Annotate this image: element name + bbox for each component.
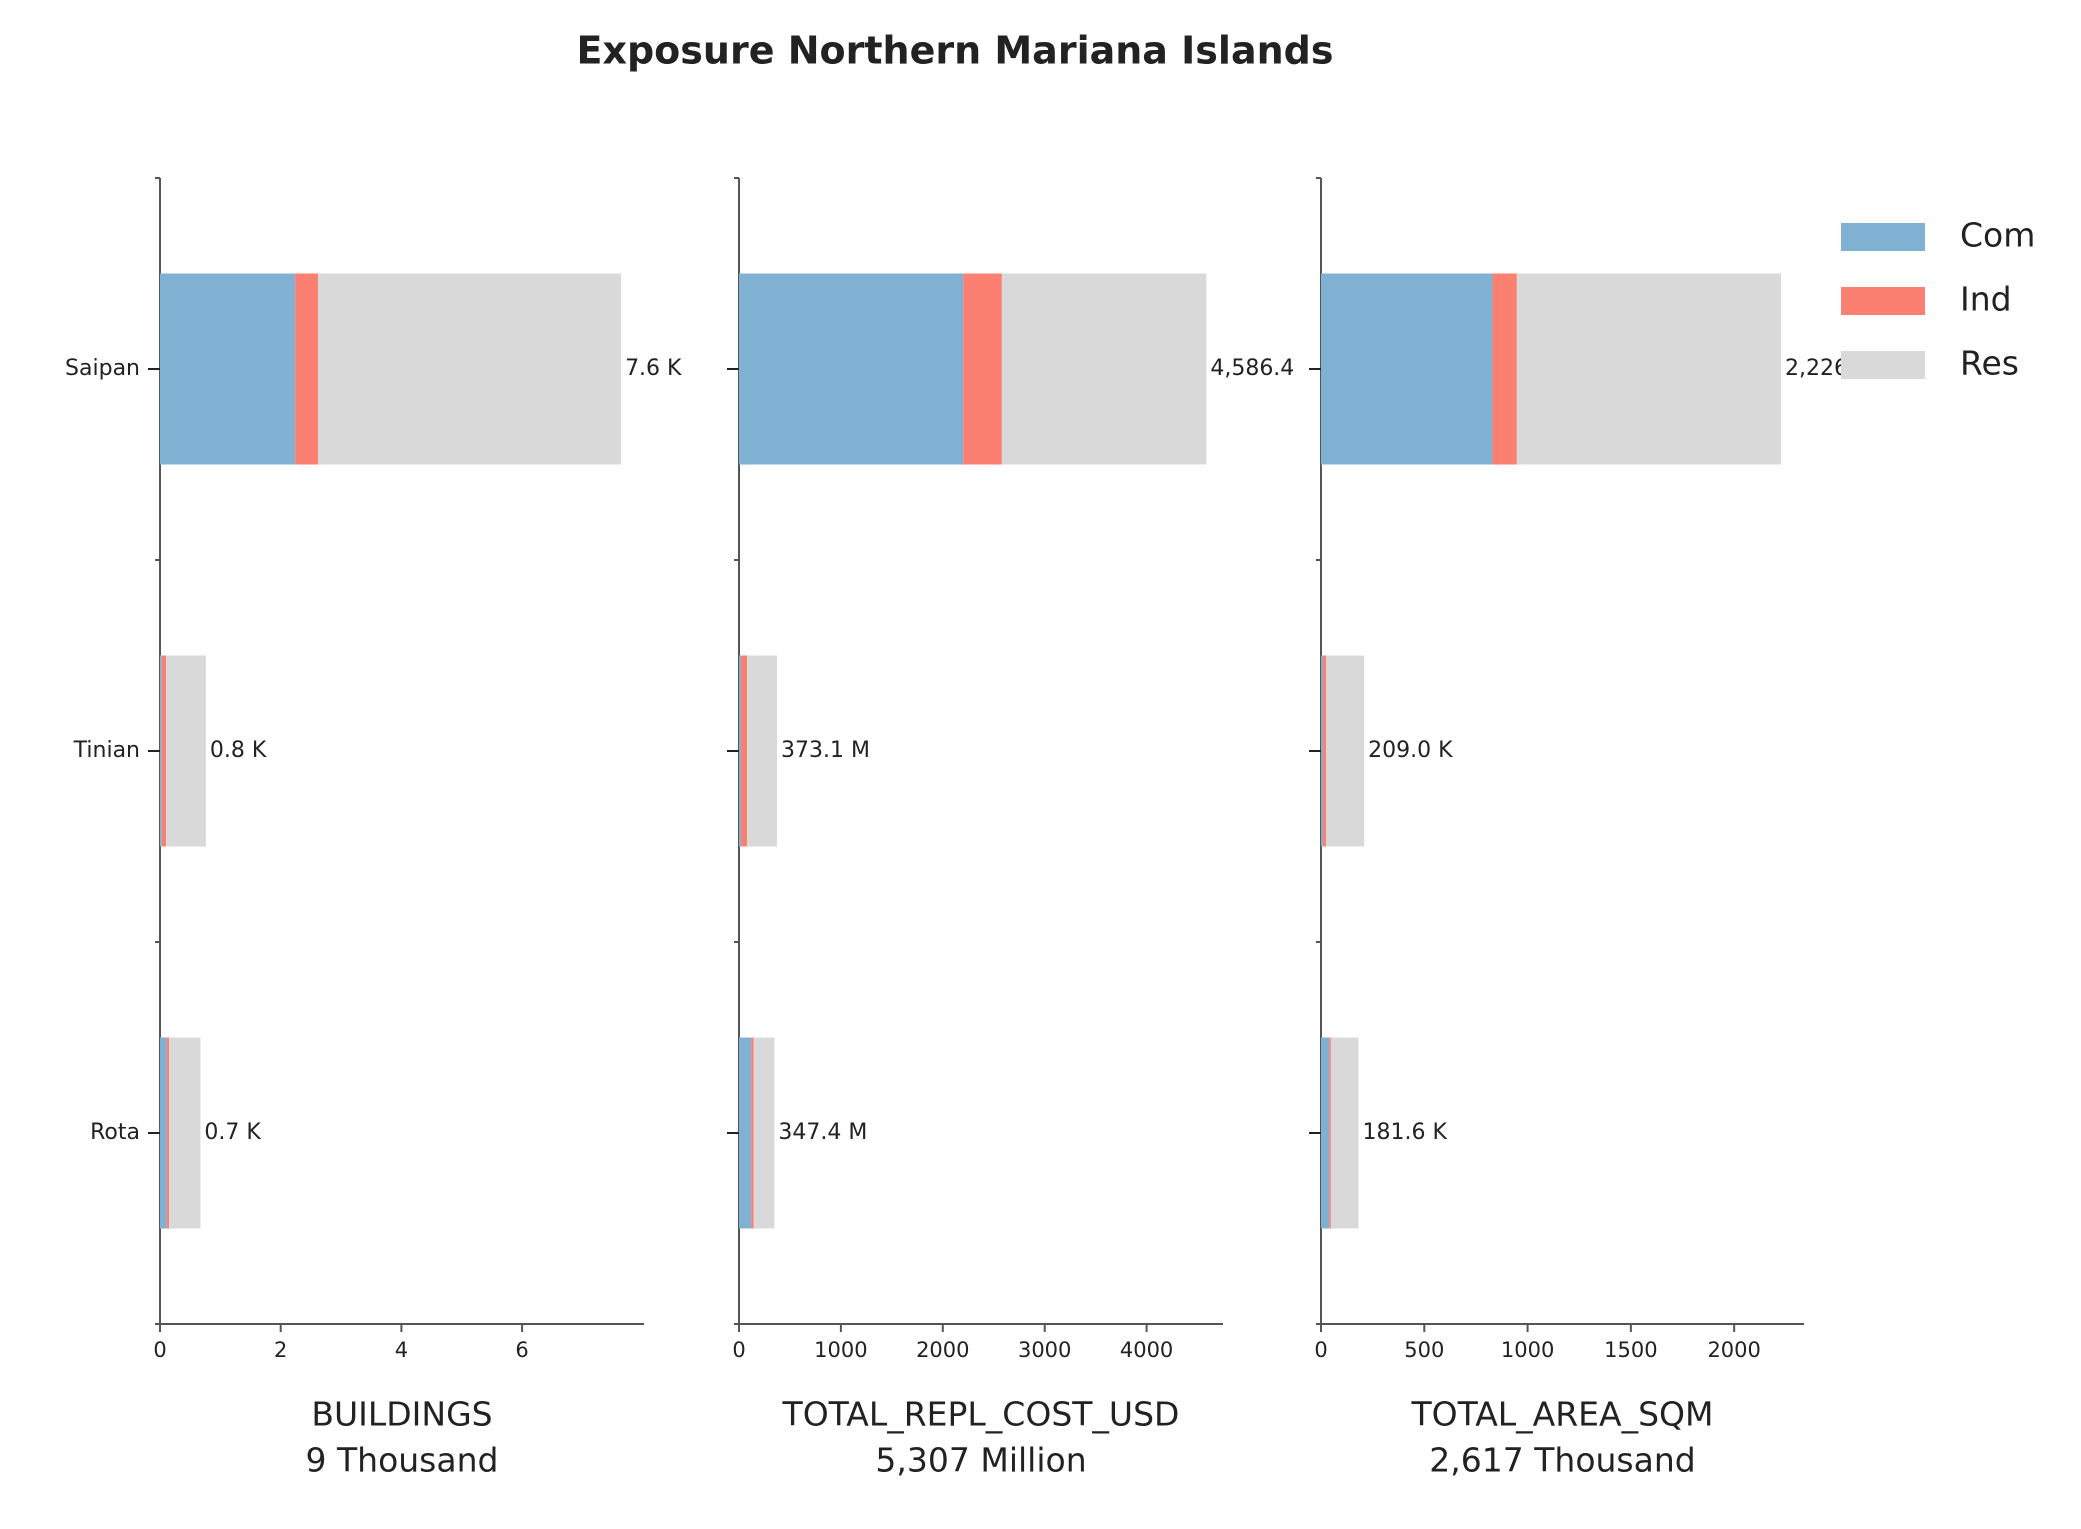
x-tick-label: 2000	[1707, 1338, 1760, 1362]
x-tick-label: 500	[1404, 1338, 1444, 1362]
legend-swatch	[1841, 287, 1925, 315]
bar-segment	[1492, 273, 1517, 465]
x-tick-label: 2000	[916, 1338, 969, 1362]
value-label: 0.7 K	[204, 1120, 261, 1145]
bar-segment	[1321, 273, 1493, 465]
bar-segment	[751, 1037, 754, 1229]
chart-title: Exposure Northern Mariana Islands	[577, 29, 1334, 73]
value-label: 209.0 K	[1368, 738, 1453, 763]
bar-segment	[739, 273, 964, 465]
legend-label: Res	[1960, 344, 2019, 383]
value-label: 347.4 M	[778, 1120, 867, 1145]
bar-segment	[160, 1037, 167, 1229]
bar-segment	[1321, 655, 1324, 847]
x-tick-label: 6	[515, 1338, 528, 1362]
x-tick-label: 2	[274, 1338, 287, 1362]
x-axis-subtitle: 9 Thousand	[306, 1441, 499, 1480]
value-label: 4,586.4	[1210, 356, 1294, 381]
x-tick-label: 3000	[1018, 1338, 1071, 1362]
bar-segment	[318, 273, 622, 465]
bar-segment	[741, 655, 748, 847]
bar-segment	[747, 655, 778, 847]
bar-segment	[1001, 273, 1207, 465]
bar-segment	[1329, 1037, 1331, 1229]
y-tick-label: Saipan	[65, 356, 140, 381]
bar-segment	[1330, 1037, 1359, 1229]
bar-segment	[161, 655, 167, 847]
x-tick-label: 4	[395, 1338, 408, 1362]
x-axis-label: TOTAL_AREA_SQM	[1410, 1395, 1713, 1434]
x-axis-subtitle: 2,617 Thousand	[1429, 1441, 1695, 1480]
x-axis-label: TOTAL_REPL_COST_USD	[782, 1395, 1180, 1434]
bar-segment	[169, 1037, 201, 1229]
bar-segment	[160, 655, 162, 847]
value-label: 373.1 M	[781, 738, 870, 763]
bar-segment	[753, 1037, 775, 1229]
bar-segment	[739, 1037, 752, 1229]
x-tick-label: 0	[732, 1338, 745, 1362]
bar-segment	[1516, 273, 1782, 465]
bar-segment	[963, 273, 1002, 465]
legend-swatch	[1841, 223, 1925, 251]
legend-label: Com	[1960, 216, 2035, 255]
x-tick-label: 1000	[1501, 1338, 1554, 1362]
value-label: 7.6 K	[625, 356, 682, 381]
value-label: 181.6 K	[1363, 1120, 1448, 1145]
bar-segment	[739, 655, 742, 847]
bar-segment	[1326, 655, 1365, 847]
bar-segment	[160, 273, 296, 465]
bar-segment	[1323, 655, 1327, 847]
legend-label: Ind	[1960, 280, 2012, 319]
y-tick-label: Tinian	[73, 738, 140, 763]
x-axis-label: BUILDINGS	[311, 1395, 492, 1434]
bar-segment	[295, 273, 319, 465]
x-tick-label: 0	[1314, 1338, 1327, 1362]
y-tick-label: Rota	[90, 1120, 140, 1145]
bar-segment	[166, 1037, 170, 1229]
legend-swatch	[1841, 351, 1925, 379]
bar-segment	[166, 655, 206, 847]
bar-segment	[1321, 1037, 1330, 1229]
x-tick-label: 1500	[1604, 1338, 1657, 1362]
x-tick-label: 1000	[814, 1338, 867, 1362]
x-axis-subtitle: 5,307 Million	[875, 1441, 1086, 1480]
value-label: 0.8 K	[210, 738, 267, 763]
x-tick-label: 0	[153, 1338, 166, 1362]
x-tick-label: 4000	[1120, 1338, 1173, 1362]
